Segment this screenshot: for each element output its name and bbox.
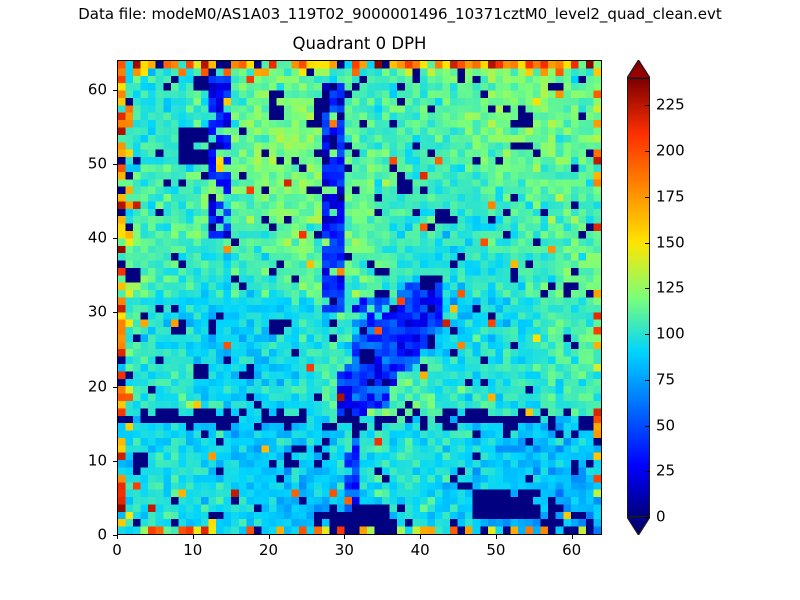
colorbar-tick-label: 125 xyxy=(656,278,685,297)
x-tick-mark xyxy=(192,535,194,539)
x-tick-label: 0 xyxy=(112,541,122,559)
x-tick-mark xyxy=(268,535,270,539)
colorbar-tick-mark xyxy=(645,105,650,107)
y-tick-label: 40 xyxy=(87,228,107,247)
x-tick-label: 50 xyxy=(486,541,506,559)
colorbar-tick-mark xyxy=(645,151,650,153)
colorbar-tick-mark xyxy=(645,288,650,290)
y-tick-mark xyxy=(113,312,117,314)
colorbar-tick-label: 100 xyxy=(656,324,685,343)
y-tick-label: 60 xyxy=(87,80,107,99)
y-tick-mark xyxy=(113,535,117,536)
x-tick-label: 40 xyxy=(410,541,430,559)
x-tick-mark xyxy=(571,535,573,539)
x-tick-label: 20 xyxy=(259,541,279,559)
colorbar-tick-label: 200 xyxy=(656,141,685,160)
colorbar-tick-mark xyxy=(645,379,650,381)
plot-title: Quadrant 0 DPH xyxy=(292,34,427,53)
colorbar-tick-label: 25 xyxy=(656,461,676,480)
detector-heatmap-image[interactable] xyxy=(118,61,601,534)
colorbar[interactable] xyxy=(625,58,652,537)
x-tick-mark xyxy=(420,535,422,539)
colorbar-extend-min-arrow xyxy=(625,516,652,537)
colorbar-tick-label: 0 xyxy=(656,507,666,526)
y-tick-mark xyxy=(113,460,117,462)
y-tick-mark xyxy=(113,89,117,91)
y-tick-label: 0 xyxy=(97,525,107,544)
y-tick-label: 50 xyxy=(87,154,107,173)
colorbar-tick-mark xyxy=(645,334,650,336)
colorbar-tick-mark xyxy=(645,242,650,244)
colorbar-gradient-body[interactable] xyxy=(627,78,650,517)
x-tick-mark xyxy=(495,535,497,539)
y-tick-mark xyxy=(113,238,117,240)
colorbar-tick-mark xyxy=(645,471,650,473)
colorbar-extend-max-arrow xyxy=(625,58,652,79)
y-tick-label: 20 xyxy=(87,377,107,396)
y-tick-label: 30 xyxy=(87,302,107,321)
colorbar-tick-mark xyxy=(645,517,650,518)
colorbar-gradient-canvas xyxy=(628,79,649,516)
y-tick-label: 10 xyxy=(87,451,107,470)
colorbar-tick-label: 225 xyxy=(656,95,685,114)
colorbar-tick-mark xyxy=(645,196,650,198)
colorbar-tick-label: 50 xyxy=(656,416,676,435)
x-tick-mark xyxy=(344,535,346,539)
heatmap-axes[interactable] xyxy=(117,60,602,535)
x-tick-label: 30 xyxy=(334,541,354,559)
data-file-suptitle: Data file: modeM0/AS1A03_119T02_90000014… xyxy=(78,5,722,23)
colorbar-tick-label: 175 xyxy=(656,187,685,206)
x-tick-label: 10 xyxy=(183,541,203,559)
x-tick-label: 60 xyxy=(562,541,582,559)
colorbar-tick-label: 75 xyxy=(656,370,676,389)
y-tick-mark xyxy=(113,163,117,165)
colorbar-tick-label: 150 xyxy=(656,233,685,252)
y-tick-mark xyxy=(113,386,117,388)
x-tick-mark xyxy=(117,535,118,539)
colorbar-tick-mark xyxy=(645,425,650,427)
